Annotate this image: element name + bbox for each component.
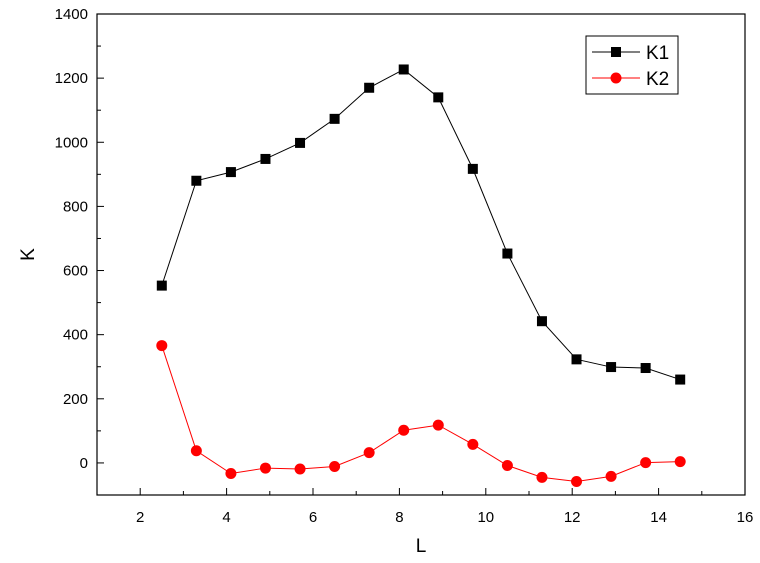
data-point [190,445,202,457]
data-point [571,354,582,365]
data-point [156,280,167,291]
y-tick-label: 600 [63,263,88,280]
legend-marker [610,72,622,84]
legend-marker [611,47,621,57]
data-point [295,137,306,148]
series-line [161,68,681,381]
x-tick-label: 10 [477,509,494,526]
data-point [536,471,548,483]
data-point [398,424,410,436]
series-layer [156,64,686,488]
y-tick-label: 400 [63,327,88,344]
legend-item-k1: K1 [592,43,669,64]
y-tick-label: 1200 [55,70,88,87]
data-point [364,82,375,93]
x-axis: 2 4 6 8 10 12 14 16 [96,488,754,526]
x-tick-label: 6 [309,509,317,526]
data-point [571,476,583,488]
data-point [294,463,306,475]
legend-label: K1 [646,43,669,64]
data-point [640,457,652,469]
data-point [433,92,444,103]
plot-frame [96,13,746,496]
data-point [606,362,617,373]
legend-item-k2: K2 [592,69,669,90]
data-point [675,374,686,385]
data-point [432,419,444,431]
legend-box [585,35,679,95]
data-point [260,153,271,164]
plot-area [96,13,746,496]
x-tick-label: 16 [737,509,754,526]
data-point [156,340,168,352]
data-point [501,459,513,471]
x-tick-label: 4 [222,509,230,526]
data-point [536,316,547,327]
data-point [225,468,237,480]
data-point [329,460,341,472]
data-point [259,462,271,474]
x-tick-label: 8 [395,509,403,526]
y-tick-label: 1400 [55,6,88,23]
x-axis-title: L [416,536,427,557]
y-tick-label: 800 [63,198,88,215]
y-axis: 0 200 400 600 800 1000 1200 1400 [55,6,104,496]
data-point [191,175,202,186]
data-point [467,163,478,174]
data-point [605,470,617,482]
series-k1 [156,64,686,385]
y-tick-label: 200 [63,391,88,408]
y-axis-title: K [18,248,39,261]
x-tick-label: 12 [564,509,581,526]
data-point [363,447,375,459]
data-point [674,456,686,468]
x-tick-label: 14 [650,509,667,526]
data-point [398,64,409,75]
data-point [640,363,651,374]
data-point [329,113,340,124]
series-k2 [156,340,686,488]
data-point [467,438,479,450]
data-point [502,248,513,259]
y-tick-label: 0 [80,455,88,472]
data-point [225,167,236,178]
legend-label: K2 [646,69,669,90]
y-tick-label: 1000 [55,134,88,151]
x-tick-label: 2 [136,509,144,526]
series-line [161,345,681,483]
